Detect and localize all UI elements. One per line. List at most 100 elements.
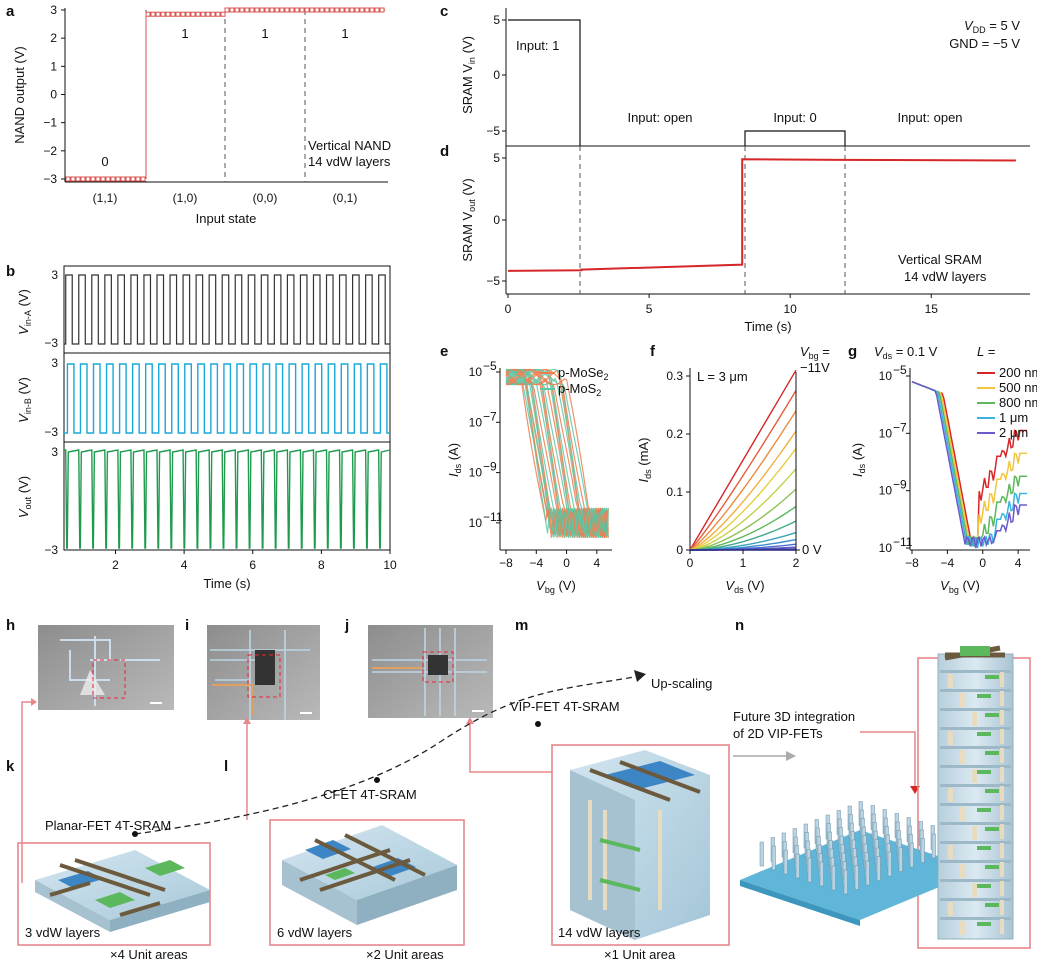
panel-e-xlabel: Vbg (V)	[536, 578, 576, 595]
tick-label: −4	[529, 556, 543, 570]
tick-label: 3	[51, 445, 58, 459]
panel-a-note1: Vertical NAND	[308, 138, 391, 153]
data-point	[229, 7, 235, 13]
panel-g-yticks: 10−510−710−910−11	[879, 363, 913, 555]
panel-d-chart: 5 0 −5 SRAM Vout (V) 0 5 10 15 Time (s) Ver…	[460, 146, 1030, 334]
layers-14-label: 14 vdW layers	[558, 925, 641, 940]
tick-exponent: −5	[893, 363, 907, 377]
panel-label-c: c	[440, 3, 448, 20]
tick-label: 0	[563, 556, 570, 570]
tick-label: 10	[879, 484, 893, 498]
vds-label: Vds = 0.1 V	[874, 344, 938, 361]
data-point	[299, 7, 305, 13]
data-point	[264, 7, 270, 13]
tick-label: −3	[44, 543, 58, 557]
upscaling-label: Up-scaling	[651, 676, 712, 691]
panel-g-chart: 10−510−710−910−11 −8 −4 0 4 Ids (A) Vbg (V)…	[850, 344, 1037, 595]
planar-label: Planar-FET 4T-SRAM	[45, 818, 171, 833]
tick-label: 1	[740, 556, 747, 570]
panel-label-k: k	[6, 758, 15, 775]
output-curve	[689, 505, 797, 551]
panel-e-yticks: 10−510−710−910−11	[469, 359, 503, 530]
data-point	[165, 11, 171, 17]
panel-g-ylabel: Ids (A)	[850, 443, 867, 477]
data-point	[294, 7, 300, 13]
tick-label: 3	[51, 356, 58, 370]
panel-e-curves	[505, 368, 609, 538]
tick-label: 3	[51, 268, 58, 282]
data-point	[344, 7, 350, 13]
panel-a-ylabel: NAND output (V)	[12, 46, 27, 144]
panel-a-series	[65, 7, 385, 182]
tick-label: 4	[594, 556, 601, 570]
transfer-curve	[505, 368, 609, 538]
panel-f-ylabel: Ids (mA)	[636, 438, 653, 483]
length-curve	[911, 381, 1027, 549]
data-point	[205, 11, 211, 17]
output-curve	[689, 448, 797, 551]
tick-label: −5	[486, 124, 500, 138]
future-label-2: of 2D VIP-FETs	[733, 726, 823, 741]
panel-label-h: h	[6, 617, 15, 634]
panel-f-chart: 0.3 0.2 0.1 0 0 1 2 Ids (mA) Vds (V) L = 3 μm…	[636, 344, 830, 595]
state-label: (1,0)	[173, 191, 198, 205]
tick-exponent: −11	[893, 535, 913, 549]
panel-b-xticks: 2 4 6 8 10	[112, 550, 397, 572]
tick-label: 10	[879, 541, 893, 555]
panel-a-yticks: 3 2 1 0 −1 −2 −3	[43, 3, 65, 186]
vip-label: VIP-FET 4T-SRAM	[510, 699, 620, 714]
unit-area-1: ×1 Unit area	[604, 947, 676, 962]
tick-label: 0	[50, 88, 57, 102]
input-open-label: Input: open	[627, 110, 692, 125]
tick-exponent: −11	[483, 510, 503, 524]
data-point	[105, 176, 111, 182]
panel-e-ylabel: Ids (A)	[446, 443, 463, 477]
tick-label: −2	[43, 144, 57, 158]
channel-length-label: L = 3 μm	[697, 369, 748, 384]
vbg-label: Vbg =	[800, 344, 830, 361]
data-point	[70, 176, 76, 182]
micrograph-j	[368, 625, 493, 718]
data-point	[224, 7, 230, 13]
layers-3-label: 3 vdW layers	[25, 925, 101, 940]
legend-mos2: p-MoS2	[558, 381, 601, 398]
legend-entry: 1 μm	[999, 410, 1028, 425]
data-point	[374, 7, 380, 13]
input-1-pulse	[508, 19, 581, 146]
data-point	[309, 7, 315, 13]
output-curve	[689, 488, 797, 551]
tick-label: 3	[50, 3, 57, 17]
data-point	[80, 176, 86, 182]
logic-label: 1	[181, 26, 188, 41]
tick-label: 1	[50, 59, 57, 73]
data-point	[155, 11, 161, 17]
tick-label: 4	[181, 558, 188, 572]
tick-label: 2	[793, 556, 800, 570]
data-point	[244, 7, 250, 13]
data-point	[120, 176, 126, 182]
data-point	[145, 11, 151, 17]
output-curve	[689, 430, 797, 551]
panel-b-xlabel: Time (s)	[203, 576, 250, 591]
data-point	[115, 176, 121, 182]
vbg-min-label: 0 V	[802, 542, 822, 557]
state-label: (0,0)	[253, 191, 278, 205]
legend-entry: 200 nm	[999, 365, 1037, 380]
data-point	[150, 11, 156, 17]
box-cfet	[269, 819, 465, 946]
panel-e-chart: 10−510−710−910−11 −8 −4 0 4 Ids (A) Vbg (V)…	[446, 359, 612, 595]
panel-label-j: j	[344, 617, 349, 634]
data-point	[249, 7, 255, 13]
data-point	[140, 176, 146, 182]
tower-array	[740, 801, 980, 926]
data-point	[200, 11, 206, 17]
tick-label: −3	[43, 172, 57, 186]
data-point	[75, 176, 81, 182]
vin-a-trace	[64, 274, 390, 345]
box-vip	[551, 744, 730, 946]
panel-label-m: m	[515, 617, 528, 634]
tick-exponent: −7	[483, 409, 497, 423]
future-tower-3d	[937, 645, 1014, 940]
panel-b-ylabel-out: Vout (V)	[16, 476, 33, 518]
panel-label-n: n	[735, 617, 744, 634]
